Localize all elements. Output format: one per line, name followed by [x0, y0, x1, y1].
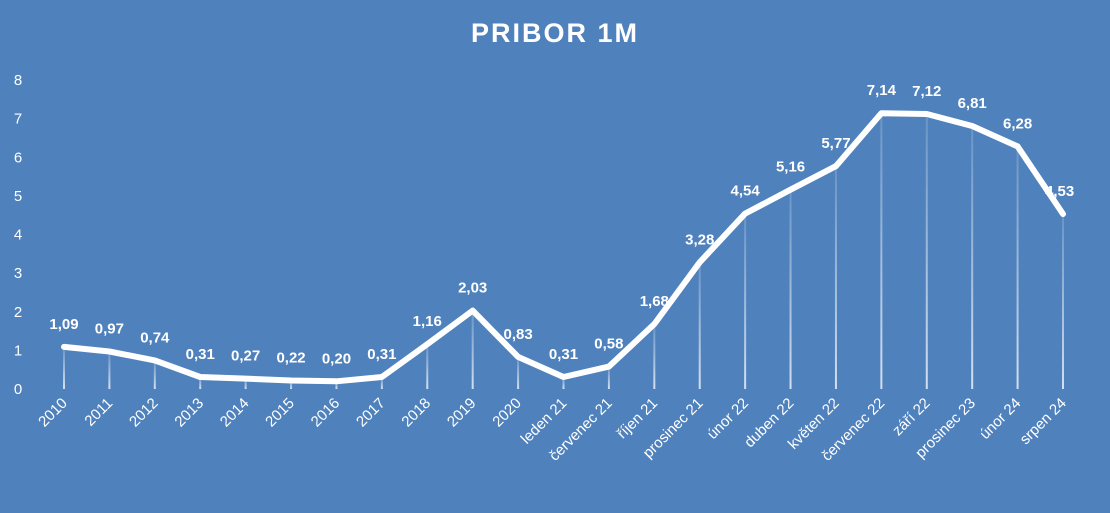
- data-label: 4,54: [731, 183, 761, 200]
- drop-line: [335, 381, 338, 389]
- drop-line: [153, 360, 156, 389]
- y-tick-label: 7: [14, 111, 22, 128]
- drop-line: [971, 125, 974, 390]
- x-tick-label: 2015: [262, 395, 298, 431]
- drop-line: [698, 262, 701, 389]
- data-label: 7,14: [867, 82, 897, 99]
- drop-line: [426, 344, 429, 389]
- drop-line: [1062, 214, 1064, 389]
- drop-line: [199, 377, 202, 389]
- drop-line: [562, 377, 565, 389]
- data-label: 0,31: [549, 346, 578, 363]
- drop-line: [108, 351, 111, 389]
- drop-line: [471, 310, 474, 389]
- chart-title: PRIBOR 1M: [470, 18, 640, 48]
- data-label: 2,03: [458, 280, 487, 297]
- y-tick-label: 5: [14, 188, 22, 205]
- x-axis: 2010 2011 2012 2013 2014 2015 2016 2017 2018 2019…: [35, 395, 1070, 465]
- data-label: 4,53: [1045, 183, 1074, 200]
- drop-line: [607, 366, 610, 389]
- drop-line: [63, 346, 65, 389]
- x-tick-label: 2019: [444, 395, 480, 431]
- y-tick-label: 0: [14, 381, 22, 398]
- data-label: 5,77: [821, 135, 850, 152]
- x-tick-label: 2011: [81, 395, 116, 430]
- data-label: 0,97: [95, 321, 124, 338]
- data-label: 1,16: [413, 313, 442, 330]
- data-label: 0,22: [276, 350, 305, 367]
- drop-line: [380, 377, 383, 389]
- x-tick-label: září 22: [889, 395, 933, 439]
- data-label: 1,68: [640, 293, 669, 310]
- series-line: [61, 110, 1066, 385]
- x-tick-label: 2018: [398, 395, 434, 431]
- data-label: 0,27: [231, 348, 260, 365]
- drop-line: [290, 380, 293, 389]
- y-tick-label: 2: [14, 304, 22, 321]
- drop-line: [744, 213, 747, 389]
- drop-line: [789, 189, 792, 389]
- x-tick-label: 2012: [126, 395, 162, 431]
- y-tick-label: 1: [14, 342, 22, 359]
- data-labels: 1,09 0,97 0,74 0,31 0,27 0,22 0,20 0,31 1,16 2,03…: [49, 82, 1074, 367]
- drop-lines: [63, 113, 1064, 390]
- drop-line: [925, 113, 928, 390]
- drop-line: [834, 166, 837, 389]
- drop-line: [653, 324, 656, 389]
- drop-line: [1016, 146, 1019, 389]
- data-label: 6,81: [958, 95, 987, 112]
- x-tick-label: 2010: [35, 395, 71, 431]
- drop-line: [880, 113, 883, 389]
- data-label: 1,09: [49, 316, 78, 333]
- data-label: 0,20: [322, 350, 351, 367]
- data-label: 5,16: [776, 159, 805, 176]
- data-label: 0,83: [503, 326, 532, 343]
- data-label: 6,28: [1003, 115, 1032, 132]
- data-label: 0,31: [367, 346, 396, 363]
- drop-line: [517, 356, 520, 389]
- data-label: 3,28: [685, 231, 714, 248]
- series: [61, 110, 1066, 385]
- x-tick-label: 2020: [489, 395, 525, 431]
- y-axis: 0 1 2 3 4 5 6 7 8: [14, 72, 22, 398]
- x-tick-label: srpen 24: [1017, 395, 1070, 448]
- data-label: 0,31: [186, 346, 215, 363]
- data-label: 0,58: [594, 336, 623, 353]
- x-tick-label: 2016: [308, 395, 344, 431]
- data-label: 7,12: [912, 83, 941, 100]
- y-tick-label: 4: [14, 227, 22, 244]
- data-label: 0,74: [140, 329, 170, 346]
- x-tick-label: 2017: [353, 395, 389, 431]
- x-tick-label: 2014: [217, 395, 253, 431]
- y-tick-label: 3: [14, 265, 22, 282]
- x-tick-label: 2013: [171, 395, 207, 431]
- y-tick-label: 6: [14, 149, 22, 166]
- y-tick-label: 8: [14, 72, 22, 89]
- drop-line: [244, 378, 247, 389]
